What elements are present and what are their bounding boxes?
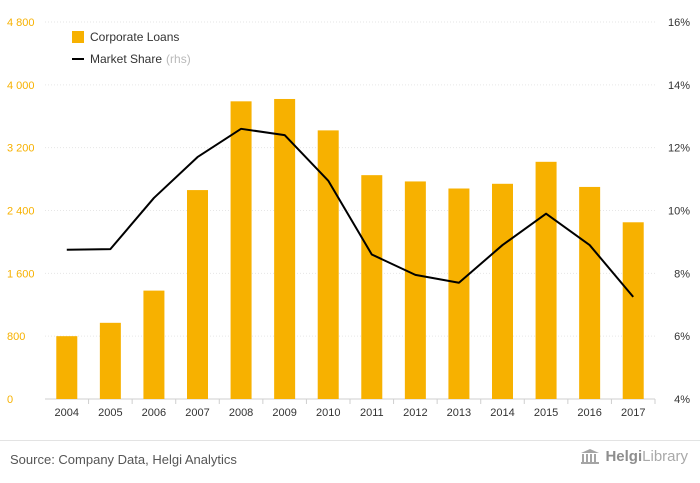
bar-corporate-loans <box>492 183 513 399</box>
bar-corporate-loans <box>274 98 296 400</box>
x-tick-label: 2014 <box>490 407 514 419</box>
bar-corporate-loans <box>535 161 557 399</box>
legend-label-bars: Corporate Loans <box>90 30 180 44</box>
legend-item-line: Market Share (rhs) <box>72 48 191 70</box>
brand-name-helgi: Helgi <box>605 448 643 465</box>
x-tick-label: 2015 <box>534 407 558 419</box>
x-tick-label: 2006 <box>142 407 166 419</box>
y-tick-label-left: 3 200 <box>7 143 35 155</box>
line-market-share <box>66 127 634 298</box>
bar-corporate-loans <box>404 181 426 399</box>
x-tick-label: 2009 <box>272 407 296 419</box>
x-tick-label: 2016 <box>577 407 601 419</box>
y-tick-label-right: 14% <box>668 80 690 92</box>
bar-corporate-loans <box>99 322 121 399</box>
source-note: Source: Company Data, Helgi Analytics <box>10 452 237 467</box>
bar-corporate-loans <box>579 186 601 399</box>
x-tick-label: 2012 <box>403 407 427 419</box>
x-tick-label: 2011 <box>360 407 384 419</box>
y-tick-label-right: 4% <box>674 394 690 406</box>
brand-logo[interactable]: Helgi Library <box>580 448 688 465</box>
y-tick-label-right: 16% <box>668 17 690 29</box>
y-tick-label-left: 4 000 <box>7 80 35 92</box>
legend-item-bars: Corporate Loans <box>72 26 191 48</box>
x-tick-label: 2004 <box>55 407 79 419</box>
bar-corporate-loans <box>143 290 165 399</box>
footer-divider <box>0 440 700 441</box>
legend-rhs-note: (rhs) <box>166 52 191 66</box>
y-tick-label-left: 800 <box>7 331 25 343</box>
y-tick-label-right: 8% <box>674 268 690 280</box>
legend-bar-swatch <box>72 31 84 43</box>
bar-corporate-loans <box>622 222 644 399</box>
bar-corporate-loans <box>56 336 78 399</box>
bar-corporate-loans <box>230 101 252 399</box>
y-tick-label-left: 1 600 <box>7 268 35 280</box>
bar-corporate-loans <box>448 188 470 399</box>
x-tick-label: 2017 <box>621 407 645 419</box>
y-tick-label-left: 2 400 <box>7 206 35 218</box>
y-tick-label-right: 12% <box>668 143 690 155</box>
bar-corporate-loans <box>361 175 383 399</box>
bar-corporate-loans <box>317 130 339 399</box>
x-tick-label: 2007 <box>185 407 209 419</box>
legend-line-swatch <box>72 58 84 60</box>
chart-legend: Corporate Loans Market Share (rhs) <box>72 26 191 70</box>
x-tick-label: 2005 <box>98 407 122 419</box>
brand-name-library: Library <box>642 448 688 465</box>
bar-corporate-loans <box>187 190 208 399</box>
y-tick-label-right: 10% <box>668 206 690 218</box>
legend-label-line: Market Share <box>90 52 163 66</box>
y-tick-label-right: 6% <box>674 331 690 343</box>
x-tick-label: 2013 <box>447 407 471 419</box>
x-tick-label: 2008 <box>229 407 253 419</box>
library-icon <box>581 448 600 464</box>
chart-canvas: 0 800 1 600 2 400 3 200 4 000 4 800 4% 6% 8% 10% 12… <box>7 17 690 419</box>
y-tick-label-left: 4 800 <box>7 17 35 29</box>
y-tick-label-left: 0 <box>7 394 13 406</box>
x-tick-label: 2010 <box>316 407 340 419</box>
